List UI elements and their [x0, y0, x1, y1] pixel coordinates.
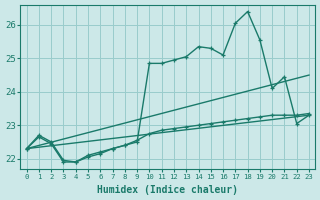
X-axis label: Humidex (Indice chaleur): Humidex (Indice chaleur): [97, 185, 238, 195]
